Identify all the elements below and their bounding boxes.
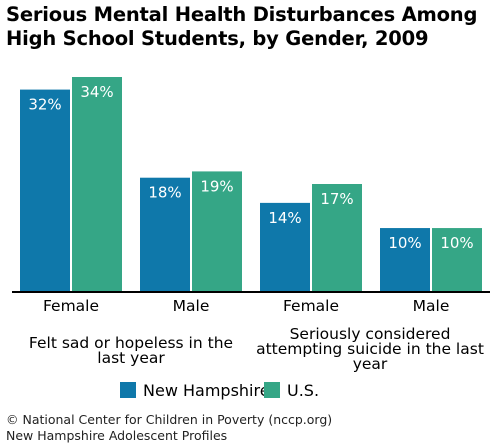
group-label-line: attempting suicide in the last bbox=[256, 340, 484, 358]
bar-u-s-2 bbox=[312, 184, 362, 291]
legend: New Hampshire U.S. bbox=[120, 381, 319, 400]
group-label-line: last year bbox=[97, 349, 165, 367]
category-label: Female bbox=[43, 297, 99, 315]
group-label-line: Seriously considered bbox=[290, 325, 451, 343]
category-label: Male bbox=[173, 297, 210, 315]
group-label-line: Felt sad or hopeless in the bbox=[29, 334, 233, 352]
data-label: 34% bbox=[80, 83, 113, 101]
legend-label: New Hampshire bbox=[143, 381, 270, 400]
data-label: 19% bbox=[200, 177, 233, 195]
bar-u-s-0 bbox=[72, 77, 122, 291]
data-label: 32% bbox=[28, 96, 61, 114]
data-label: 10% bbox=[440, 234, 473, 252]
bar-new-hampshire-2 bbox=[260, 202, 310, 291]
category-label: Female bbox=[283, 297, 339, 315]
bar-u-s-3 bbox=[432, 228, 482, 291]
category-label: Male bbox=[413, 297, 450, 315]
bars-layer bbox=[20, 77, 482, 292]
group-label-line: year bbox=[353, 355, 388, 373]
value-labels-layer: 32% 34% 18% 19% 14% 17% 10% 10% bbox=[28, 83, 473, 252]
bar-new-hampshire-0 bbox=[20, 89, 70, 292]
source-text: New Hampshire Adolescent Profiles bbox=[6, 428, 228, 443]
data-label: 14% bbox=[268, 209, 301, 227]
data-label: 10% bbox=[388, 234, 421, 252]
bar-u-s-1 bbox=[192, 171, 242, 291]
data-label: 18% bbox=[148, 184, 181, 202]
copyright-text: © National Center for Children in Povert… bbox=[6, 412, 333, 427]
chart-title: Serious Mental Health Disturbances Among… bbox=[6, 3, 478, 50]
category-tick-labels: Female Male Female Male bbox=[43, 297, 449, 315]
bar-new-hampshire-1 bbox=[140, 177, 190, 291]
legend-swatch bbox=[264, 382, 280, 398]
data-label: 17% bbox=[320, 190, 353, 208]
legend-swatch bbox=[120, 382, 136, 398]
legend-label: U.S. bbox=[287, 381, 319, 400]
bar-new-hampshire-3 bbox=[380, 228, 430, 291]
